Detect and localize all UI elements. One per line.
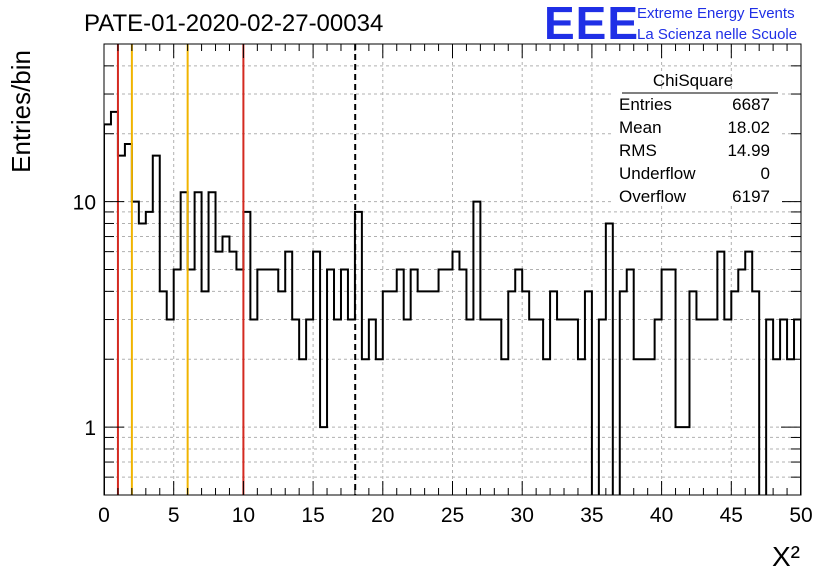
stats-row-label: Overflow bbox=[619, 187, 687, 206]
chart-title: PATE-01-2020-02-27-00034 bbox=[84, 10, 384, 37]
axes: 0 5 10 15 20 25 30 35 40 45 50 1 10 bbox=[73, 43, 813, 527]
x-tick-label: 35 bbox=[580, 504, 603, 527]
stats-row-value: 18.02 bbox=[727, 118, 770, 137]
stats-box: ChiSquare Entries 6687 Mean 18.02 RMS 14.99 Un… bbox=[612, 71, 782, 206]
y-axis-label: Entries/bin bbox=[6, 50, 36, 173]
stats-row-value: 14.99 bbox=[727, 141, 770, 160]
stats-row-value: 0 bbox=[761, 164, 770, 183]
x-tick-label: 40 bbox=[650, 504, 673, 527]
x-tick-label: 50 bbox=[789, 504, 812, 527]
eee-logo: EEE bbox=[544, 0, 640, 49]
x-tick-label: 5 bbox=[168, 504, 180, 527]
stats-row-label: Entries bbox=[619, 95, 672, 114]
histogram-layer bbox=[104, 110, 801, 495]
x-tick-label: 45 bbox=[720, 504, 743, 527]
stats-row-label: RMS bbox=[619, 141, 657, 160]
stats-row-label: Underflow bbox=[619, 164, 696, 183]
x-tick-label: 20 bbox=[371, 504, 394, 527]
logo-line-2: La Scienza nelle Scuole bbox=[637, 26, 798, 43]
histogram-outline bbox=[104, 110, 801, 495]
x-tick-label: 30 bbox=[511, 504, 534, 527]
stats-row-value: 6197 bbox=[732, 187, 770, 206]
stats-box-title: ChiSquare bbox=[653, 71, 733, 90]
x-tick-label: 25 bbox=[441, 504, 464, 527]
x-tick-label: 0 bbox=[98, 504, 110, 527]
x-tick-label: 10 bbox=[232, 504, 255, 527]
y-tick-label: 10 bbox=[73, 192, 96, 215]
stats-row-label: Mean bbox=[619, 118, 662, 137]
marker-lines bbox=[116, 44, 357, 495]
stats-row-value: 6687 bbox=[732, 95, 770, 114]
y-tick-label: 1 bbox=[84, 417, 96, 440]
x-tick-label: 15 bbox=[301, 504, 324, 527]
x-axis-label: X² bbox=[772, 541, 800, 572]
logo-line-1: Extreme Energy Events bbox=[637, 5, 795, 22]
